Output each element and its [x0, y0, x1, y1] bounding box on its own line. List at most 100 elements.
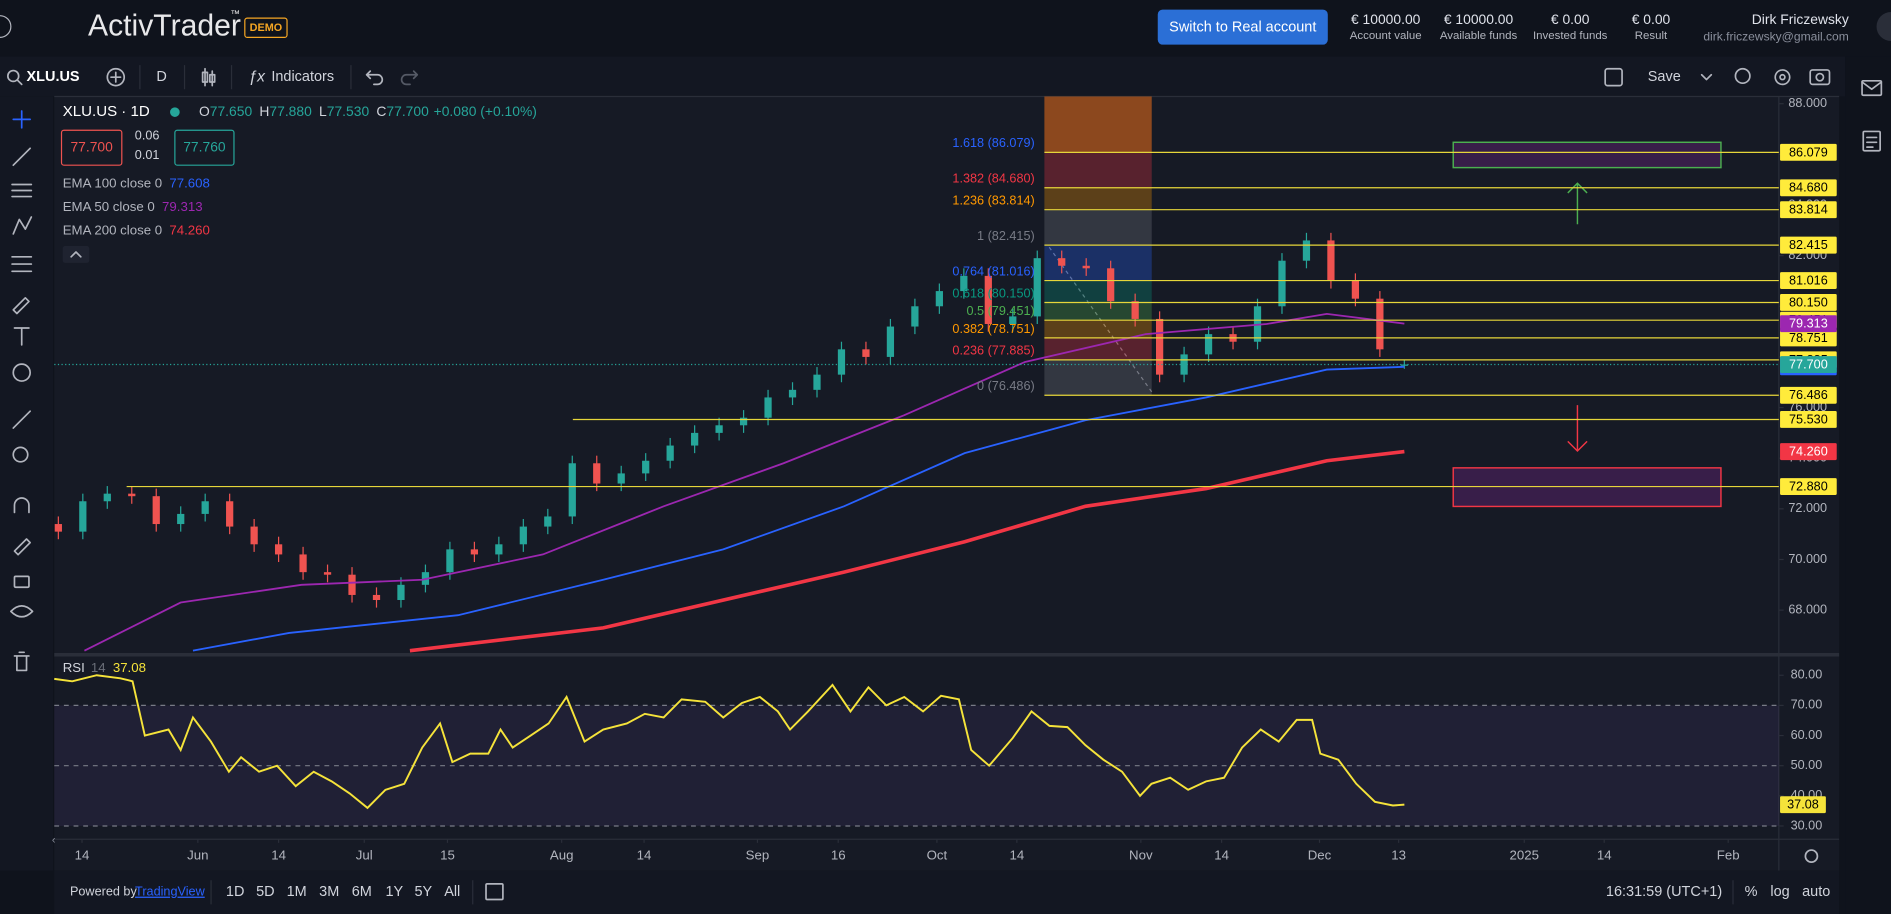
- ask-price[interactable]: 77.760: [183, 138, 226, 154]
- lock-tool[interactable]: [13, 575, 30, 589]
- fib-price-label: 83.814: [1789, 203, 1828, 217]
- range-button[interactable]: 1M: [287, 884, 307, 900]
- quick-search[interactable]: [1734, 67, 1751, 85]
- crosshair-tool[interactable]: [12, 110, 31, 129]
- messages-icon: [1861, 81, 1883, 91]
- spread: 0.06: [135, 129, 160, 143]
- range-button[interactable]: 5D: [256, 884, 275, 900]
- fib-ratio-label: 0.382 (78.751): [952, 322, 1034, 336]
- candle-body: [446, 549, 454, 573]
- switch-account-button[interactable]: [1157, 9, 1328, 45]
- ohlc-value: 77.880: [269, 103, 312, 119]
- stat-label: Result: [1635, 30, 1668, 42]
- undo-button[interactable]: [365, 70, 384, 86]
- compare-button[interactable]: [106, 67, 126, 87]
- logo-tm: ™: [230, 9, 240, 20]
- range-button[interactable]: All: [444, 884, 460, 900]
- trend-line-tool[interactable]: [12, 147, 31, 167]
- ruler-tool[interactable]: [12, 410, 31, 429]
- symbol[interactable]: XLU.US: [27, 69, 80, 85]
- magnet-tool[interactable]: [13, 497, 30, 514]
- x-tick-label: Sep: [746, 848, 770, 863]
- interval-button[interactable]: D: [156, 69, 166, 85]
- scale-option[interactable]: auto: [1802, 884, 1830, 900]
- user-name: Dirk Friczewsky: [1752, 11, 1849, 27]
- settings-button[interactable]: [1774, 69, 1791, 86]
- candle-body: [1376, 298, 1384, 350]
- icon-tool[interactable]: [12, 363, 31, 382]
- fib-band: [1044, 359, 1152, 396]
- axis-settings[interactable]: [1804, 849, 1819, 863]
- fib-ratio-label: 0.236 (77.885): [952, 344, 1034, 358]
- stat-value: € 10000.00: [1444, 11, 1514, 27]
- fib-ratio-label: 0.5 (79.451): [966, 304, 1034, 318]
- scale-option[interactable]: log: [1770, 884, 1789, 900]
- candle-body: [54, 524, 62, 532]
- layout-checkbox[interactable]: [1604, 67, 1623, 87]
- zoom-tool[interactable]: [12, 446, 29, 463]
- settings-icon: [1779, 73, 1786, 81]
- delete-tool[interactable]: [13, 651, 30, 672]
- last-price-label-bg: [1780, 356, 1837, 373]
- date-range-button[interactable]: [485, 883, 504, 901]
- menu-button[interactable]: [0, 15, 12, 38]
- y-tick-label: 72.000: [1788, 501, 1827, 515]
- bid-price[interactable]: 77.700: [70, 138, 113, 154]
- fib-ratio-label: 0.764 (81.016): [952, 264, 1034, 278]
- redo-button[interactable]: [400, 70, 419, 86]
- ema-name: EMA 100 close 0: [63, 175, 162, 190]
- range-button[interactable]: 5Y: [414, 884, 432, 900]
- stay-drawing-tool[interactable]: [13, 538, 31, 556]
- range-button[interactable]: 1D: [226, 884, 245, 900]
- hide-tool[interactable]: [10, 605, 34, 618]
- candle-body: [128, 493, 136, 497]
- candle-body: [103, 493, 111, 502]
- candle-body: [568, 463, 576, 517]
- trend-line: [1048, 246, 1153, 393]
- prediction-tool[interactable]: [11, 255, 33, 273]
- x-tick-label: Aug: [550, 848, 574, 863]
- fib-price-label-bg: [1780, 386, 1837, 404]
- messages-button[interactable]: [1861, 79, 1883, 97]
- collapse-axis[interactable]: ‹: [52, 834, 56, 846]
- candle-body: [593, 463, 601, 484]
- pattern-tool[interactable]: [12, 216, 33, 235]
- fib-tool[interactable]: [11, 183, 33, 198]
- avatar[interactable]: [1876, 12, 1891, 41]
- brush-tool[interactable]: [12, 296, 30, 315]
- ema-value: 79.313: [162, 198, 203, 213]
- news-button[interactable]: [1862, 130, 1881, 152]
- save-menu[interactable]: [1700, 73, 1713, 81]
- logo: ActivTrader: [88, 10, 241, 43]
- save-button[interactable]: Save: [1648, 69, 1681, 85]
- drawing-toolbar-bg: [0, 96, 54, 871]
- x-tick-label: Jun: [187, 848, 208, 863]
- fib-price-label: 86.079: [1789, 145, 1828, 159]
- indicators-button[interactable]: Indicators: [271, 69, 334, 85]
- tradingview-link[interactable]: TradingView: [135, 885, 206, 899]
- sell-button[interactable]: [60, 129, 123, 166]
- candle-body: [1058, 258, 1066, 266]
- text-tool[interactable]: [13, 327, 30, 346]
- chart-type-button[interactable]: [201, 67, 216, 87]
- screenshot-button[interactable]: [1809, 69, 1831, 86]
- scale-option[interactable]: %: [1745, 884, 1758, 900]
- collapse-legend[interactable]: [62, 245, 90, 263]
- switch-account-label[interactable]: Switch to Real account: [1169, 20, 1316, 36]
- range-button[interactable]: 6M: [352, 884, 372, 900]
- buy-button[interactable]: [174, 129, 235, 166]
- rsi-value: 37.08: [113, 660, 146, 675]
- ema-price-label: 74.260: [1789, 445, 1828, 459]
- range-button[interactable]: 3M: [319, 884, 339, 900]
- range-button[interactable]: 1Y: [386, 884, 404, 900]
- search-icon[interactable]: [6, 69, 20, 83]
- powered-by: Powered by: [70, 885, 138, 899]
- line-price-label-bg: [1780, 411, 1837, 428]
- fib-ratio-label: 0.618 (80.150): [952, 286, 1034, 300]
- fib-price-label: 82.415: [1789, 238, 1828, 252]
- y-tick-label: 30.00: [1791, 818, 1823, 832]
- ohlc-key: L: [319, 103, 327, 119]
- up-arrow: [1567, 182, 1588, 225]
- x-tick-label: Oct: [927, 848, 948, 863]
